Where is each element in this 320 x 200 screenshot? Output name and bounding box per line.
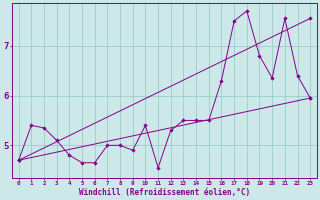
X-axis label: Windchill (Refroidissement éolien,°C): Windchill (Refroidissement éolien,°C) <box>79 188 250 197</box>
